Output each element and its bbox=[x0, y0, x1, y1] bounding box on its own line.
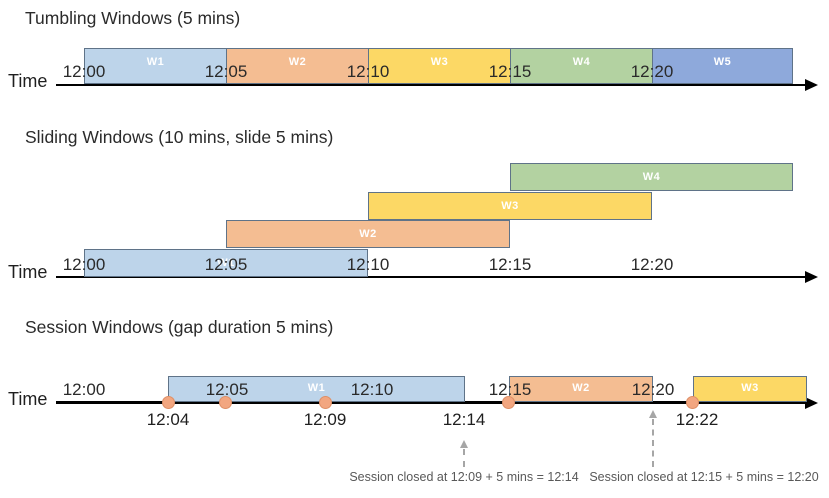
tumbling-timeline bbox=[56, 84, 808, 86]
tumbling-window-w2-label: W2 bbox=[288, 56, 307, 68]
tumbling-timeline-arrowhead-icon bbox=[805, 79, 818, 91]
sliding-window-w2: W2 bbox=[226, 220, 510, 248]
session-close-annotation-1: Session closed at 12:09 + 5 mins = 12:14 bbox=[349, 470, 579, 484]
session-tick-1215: 12:15 bbox=[488, 380, 532, 399]
session-window-w1-label: W1 bbox=[307, 382, 326, 394]
event-time-label-1209: 12:09 bbox=[303, 410, 347, 429]
sliding-window-w3-label: W3 bbox=[501, 200, 519, 212]
tumbling-window-w5: W5 bbox=[652, 48, 793, 84]
sliding-window-w3: W3 bbox=[368, 192, 652, 220]
tumbling-window-w3-label: W3 bbox=[430, 56, 449, 68]
event-dot-1215 bbox=[502, 396, 515, 409]
session-close-annotation-2: Session closed at 12:15 + 5 mins = 12:20 bbox=[589, 470, 819, 484]
dashed-up-arrowhead-icon-2 bbox=[649, 410, 657, 418]
tumbling-tick-1210: 12:10 bbox=[346, 62, 390, 81]
session-tick-1210: 12:10 bbox=[350, 380, 394, 399]
session-window-w2: W2 bbox=[509, 376, 653, 402]
session-timeline-arrowhead-icon bbox=[805, 397, 818, 409]
sliding-section-title: Sliding Windows (10 mins, slide 5 mins) bbox=[25, 127, 334, 147]
session-time-axis-label: Time bbox=[8, 389, 48, 409]
sliding-timeline bbox=[56, 276, 808, 278]
session-tick-1200: 12:00 bbox=[62, 380, 106, 399]
tumbling-window-w3: W3 bbox=[368, 48, 511, 84]
event-time-label-1204: 12:04 bbox=[146, 410, 190, 429]
dashed-up-arrowhead-icon-1 bbox=[460, 440, 468, 448]
sliding-tick-1215: 12:15 bbox=[488, 255, 532, 274]
session-window-w3: W3 bbox=[693, 376, 807, 402]
tumbling-time-axis-label: Time bbox=[8, 71, 48, 91]
event-time-label-1214: 12:14 bbox=[442, 410, 486, 429]
tumbling-window-w1-label: W1 bbox=[146, 56, 165, 68]
session-tick-1220: 12:20 bbox=[631, 380, 675, 399]
sliding-tick-1220: 12:20 bbox=[630, 255, 674, 274]
event-dot-1222 bbox=[686, 396, 699, 409]
sliding-window-w2-label: W2 bbox=[359, 228, 377, 240]
tumbling-window-w4-label: W4 bbox=[572, 56, 591, 68]
sliding-tick-1200: 12:00 bbox=[62, 255, 106, 274]
tumbling-section-title: Tumbling Windows (5 mins) bbox=[25, 8, 241, 28]
session-window-w2-label: W2 bbox=[572, 382, 590, 394]
event-dot-1209 bbox=[319, 396, 332, 409]
dashed-arrow-line-1 bbox=[463, 449, 465, 467]
tumbling-tick-1205: 12:05 bbox=[204, 62, 248, 81]
sliding-time-axis-label: Time bbox=[8, 262, 48, 282]
tumbling-tick-1215: 12:15 bbox=[488, 62, 532, 81]
dashed-arrow-line-2 bbox=[652, 419, 654, 467]
session-tick-1205: 12:05 bbox=[205, 380, 249, 399]
tumbling-window-w4: W4 bbox=[510, 48, 653, 84]
event-dot-1204 bbox=[162, 396, 175, 409]
tumbling-window-w2: W2 bbox=[226, 48, 369, 84]
tumbling-tick-1220: 12:20 bbox=[630, 62, 674, 81]
sliding-tick-1210: 12:10 bbox=[346, 255, 390, 274]
session-window-w3-label: W3 bbox=[741, 382, 759, 394]
sliding-window-w4: W4 bbox=[510, 163, 793, 191]
event-time-label-1222: 12:22 bbox=[675, 410, 719, 429]
sliding-window-w1: W1 bbox=[84, 249, 368, 277]
tumbling-window-w1: W1 bbox=[84, 48, 227, 84]
event-dot-2 bbox=[219, 396, 232, 409]
session-section-title: Session Windows (gap duration 5 mins) bbox=[25, 317, 334, 337]
sliding-timeline-arrowhead-icon bbox=[805, 271, 818, 283]
session-timeline bbox=[56, 401, 808, 404]
sliding-tick-1205: 12:05 bbox=[204, 255, 248, 274]
session-window-w1: W1 bbox=[168, 376, 465, 402]
sliding-window-w1-label: W1 bbox=[217, 257, 235, 269]
tumbling-window-w5-label: W5 bbox=[713, 56, 732, 68]
tumbling-tick-1200: 12:00 bbox=[62, 62, 106, 81]
sliding-window-w4-label: W4 bbox=[642, 171, 661, 183]
